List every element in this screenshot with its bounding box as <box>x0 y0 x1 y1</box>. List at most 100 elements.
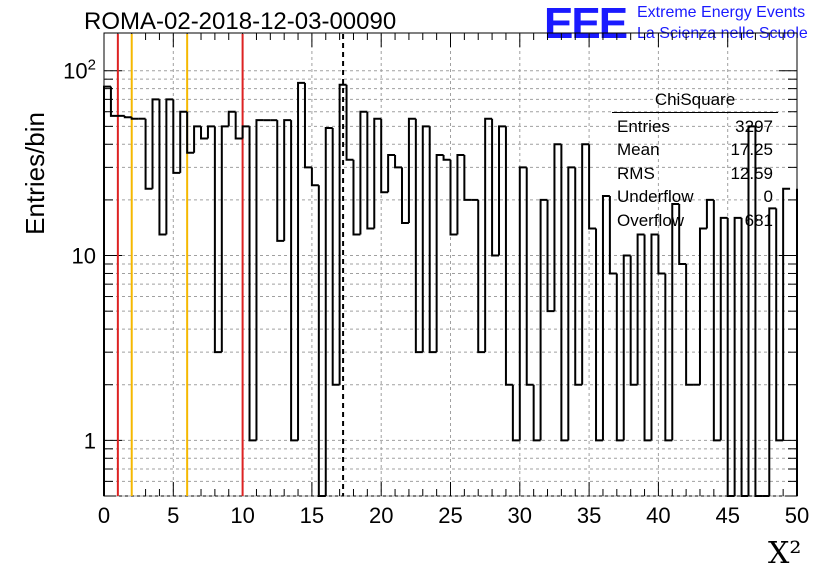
x-tick-label: 15 <box>300 503 324 528</box>
stats-value: 681 <box>744 210 773 230</box>
chart-title: ROMA-02-2018-12-03-00090 <box>84 8 397 35</box>
histogram-bin <box>650 233 659 441</box>
histogram-bin <box>664 273 673 442</box>
x-tick-label: 10 <box>230 503 254 528</box>
histogram-bin <box>477 199 486 354</box>
histogram-bin <box>338 83 347 385</box>
histogram-bin <box>622 254 631 441</box>
y-tick-label: 102 <box>63 57 96 84</box>
histogram-bin <box>165 98 174 235</box>
histogram-bin <box>574 167 583 386</box>
histogram-bin <box>698 227 707 385</box>
histogram-bin <box>747 125 756 496</box>
stats-label: Mean <box>617 140 660 160</box>
histogram-bin <box>290 120 299 442</box>
histogram-bin <box>539 198 548 441</box>
histogram-bin <box>373 117 382 229</box>
x-tick-label: 50 <box>785 503 809 528</box>
histogram-bin <box>636 233 645 385</box>
histogram-bin <box>678 204 687 266</box>
histogram-bin <box>518 166 527 441</box>
stats-value: 12.59 <box>730 163 773 183</box>
y-tick-label: 1 <box>84 428 96 453</box>
histogram-bin <box>525 167 534 386</box>
histogram-bin <box>782 187 791 441</box>
histogram-bin <box>719 216 728 441</box>
histogram-bin <box>220 125 229 353</box>
histogram-bin <box>553 143 562 312</box>
histogram-bin <box>213 126 222 354</box>
histogram-bin <box>144 118 153 190</box>
histogram-bin <box>588 144 597 230</box>
histogram-bin <box>726 217 735 497</box>
stats-value: 17.25 <box>730 140 773 160</box>
histogram-bin <box>435 153 444 353</box>
histogram-bin <box>172 99 181 174</box>
histogram-bin <box>380 118 389 194</box>
histogram-bin <box>179 110 188 173</box>
histogram-bin <box>234 111 243 140</box>
histogram-bin <box>768 207 777 496</box>
histogram-bin <box>643 234 652 442</box>
histogram-bin <box>705 198 714 229</box>
histogram-bin <box>421 125 430 353</box>
x-tick-label: 5 <box>167 503 179 528</box>
histogram-bin <box>387 153 396 193</box>
x-tick-label: 20 <box>369 503 393 528</box>
histogram-bin <box>629 255 638 386</box>
histogram-bin <box>740 217 749 497</box>
histogram-bin <box>532 384 541 442</box>
histogram-bin <box>310 167 319 187</box>
histogram-bin <box>186 111 195 154</box>
x-tick-label: 45 <box>715 503 739 528</box>
histogram-bin <box>442 154 451 161</box>
histogram-bin <box>595 228 603 442</box>
histogram-bin <box>754 126 763 497</box>
histogram-bin <box>103 85 111 496</box>
histogram-bin <box>463 154 472 201</box>
histogram-bin <box>200 126 208 140</box>
histogram-bin <box>130 117 139 120</box>
histogram-bin <box>504 126 513 386</box>
histogram-bin <box>227 110 236 127</box>
histogram-bin <box>317 185 326 497</box>
stats-row-underflow: Underflow 0 <box>612 185 778 209</box>
histogram-bin <box>449 159 458 236</box>
histogram-bin <box>567 166 576 441</box>
histogram-bin <box>608 195 617 275</box>
stats-label: RMS <box>617 163 655 183</box>
histogram-bin <box>158 99 167 236</box>
histogram-bin <box>615 273 624 442</box>
stats-label: Underflow <box>617 187 694 207</box>
y-tick-label: 10 <box>72 244 96 269</box>
x-tick-label: 0 <box>98 503 110 528</box>
stats-label: Overflow <box>617 210 685 230</box>
histogram-bin <box>712 199 721 442</box>
x-tick-label: 35 <box>577 503 601 528</box>
histogram-bin <box>407 117 416 223</box>
histogram-bin <box>109 86 118 117</box>
histogram-bin <box>248 126 257 442</box>
histogram-bin <box>484 117 493 353</box>
histogram-bin <box>297 81 305 441</box>
histogram-bin <box>123 115 132 119</box>
histogram-bin <box>276 120 285 242</box>
histogram-bin <box>241 125 250 139</box>
histogram-bin <box>359 110 368 235</box>
histogram-bin <box>193 125 202 153</box>
histogram-bin <box>206 125 215 139</box>
histogram-bin <box>331 127 340 386</box>
histogram-bin <box>400 167 409 224</box>
histogram-bin <box>775 208 784 442</box>
x-tick-label: 30 <box>508 503 532 528</box>
stats-row-mean: Mean 17.25 <box>612 138 778 162</box>
histogram-bin <box>394 154 402 169</box>
histogram-bin <box>283 119 292 241</box>
histogram-bin <box>560 144 569 442</box>
x-tick-label: 40 <box>646 503 670 528</box>
histogram-bin <box>546 199 555 313</box>
stats-row-rms: RMS 12.59 <box>612 162 778 186</box>
histogram-bin <box>352 159 361 236</box>
histogram-bin <box>657 234 666 275</box>
histogram-bin <box>498 125 506 256</box>
